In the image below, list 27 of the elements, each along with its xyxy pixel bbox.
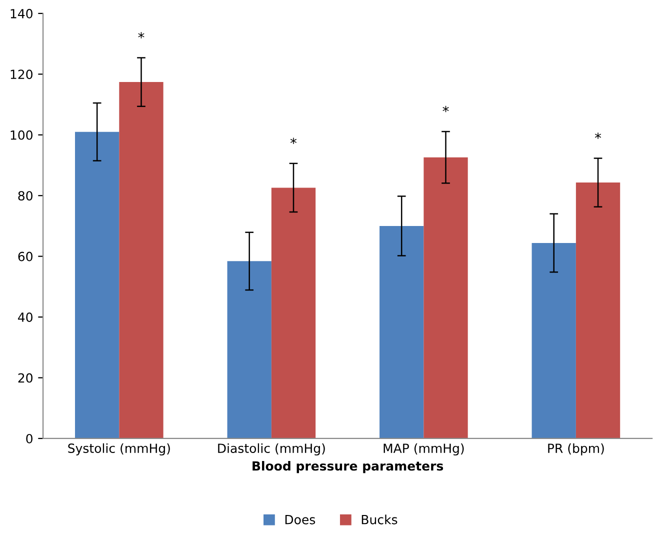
bar	[227, 261, 272, 438]
y-tick-label: 80	[18, 191, 32, 201]
bar	[424, 157, 468, 438]
x-tick-label: MAP (mmHg)	[384, 443, 464, 456]
bar	[380, 226, 424, 438]
y-tick-label: 100	[10, 130, 32, 140]
y-tick-label: 140	[10, 8, 32, 18]
x-tick-label: Diastolic (mmHg)	[218, 443, 325, 456]
bar	[271, 188, 316, 438]
y-tick-label: 120	[10, 70, 32, 80]
y-tick-label: 60	[18, 252, 32, 262]
annotation: *	[290, 138, 297, 144]
bar	[532, 242, 576, 438]
y-tick-label: 40	[18, 312, 32, 322]
bar	[119, 82, 164, 438]
annotation: *	[594, 132, 602, 139]
y-tick-label: 0	[26, 434, 32, 444]
x-axis-title: Blood pressure parameters	[252, 460, 444, 474]
bar	[75, 132, 120, 438]
y-tick-label: 20	[18, 373, 32, 383]
annotation: *	[138, 32, 144, 38]
x-tick-label: Systolic (mmHg)	[68, 443, 170, 456]
legend-label: Does	[285, 515, 316, 524]
x-tick-label: PR (bpm)	[548, 443, 604, 456]
annotation: *	[442, 106, 449, 112]
bar	[576, 182, 620, 438]
legend-label: Bucks	[362, 514, 398, 524]
